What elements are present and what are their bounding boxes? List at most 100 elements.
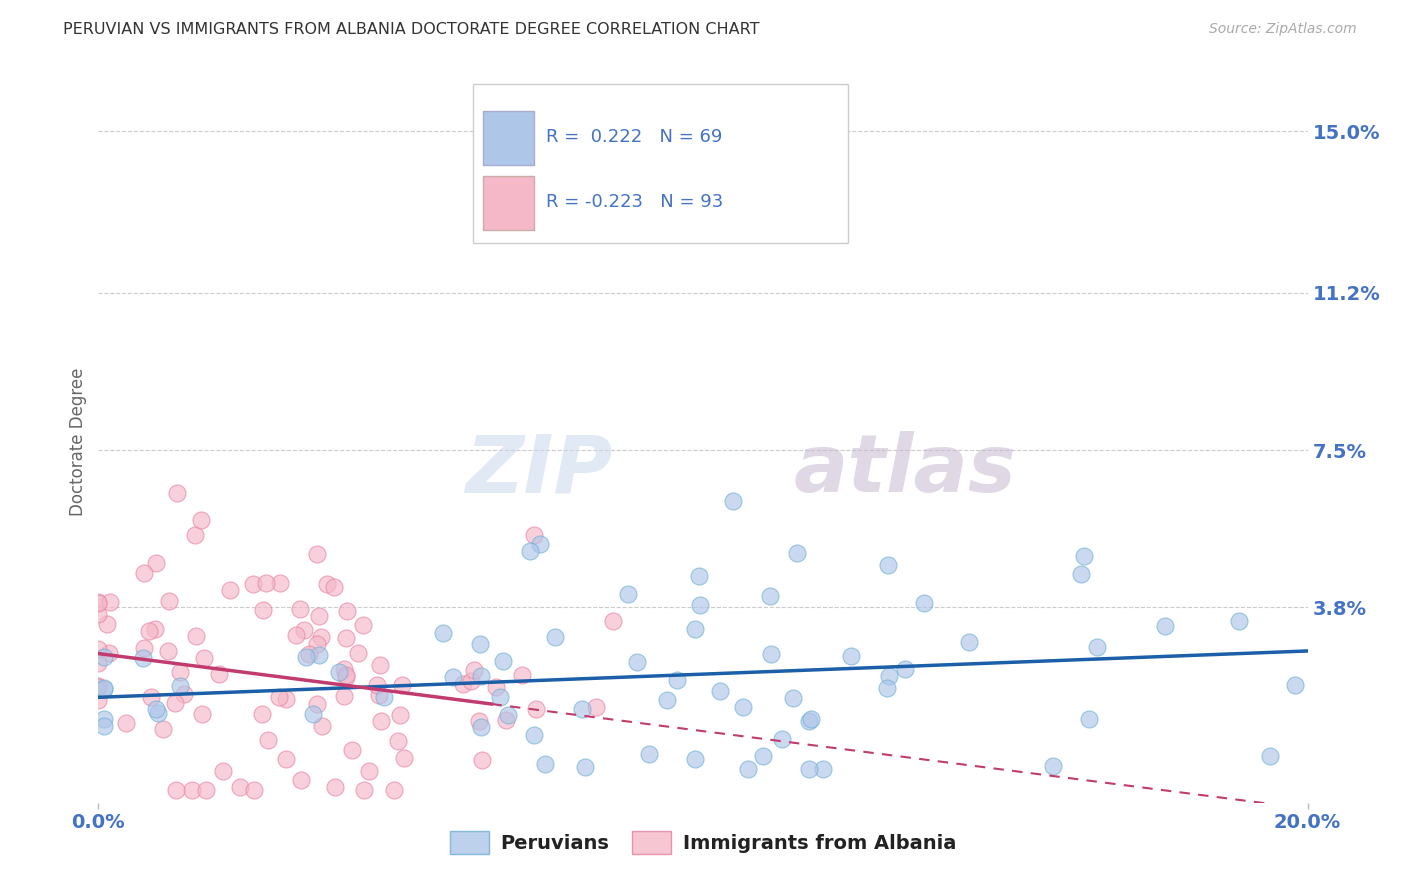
- Point: [180, 783, 202, 797]
- Point: [547, 222, 569, 236]
- Point: [115, 716, 138, 731]
- Point: [98, 595, 121, 609]
- Point: [637, 747, 659, 761]
- Point: [290, 772, 312, 787]
- Point: [169, 665, 191, 679]
- Point: [626, 655, 648, 669]
- Point: [194, 783, 217, 797]
- Point: [877, 669, 900, 683]
- Point: [212, 764, 235, 779]
- Point: [165, 783, 187, 797]
- Point: [93, 681, 115, 696]
- Point: [132, 641, 155, 656]
- Point: [519, 543, 541, 558]
- Point: [523, 528, 546, 542]
- Point: [496, 708, 519, 723]
- Point: [800, 712, 823, 726]
- Point: [146, 706, 169, 720]
- Text: R = -0.223   N = 93: R = -0.223 N = 93: [546, 193, 723, 211]
- Point: [685, 751, 707, 765]
- Point: [392, 751, 415, 765]
- Point: [451, 677, 474, 691]
- Point: [389, 707, 412, 722]
- Point: [368, 688, 391, 702]
- Point: [87, 680, 110, 694]
- Point: [370, 714, 392, 728]
- Point: [432, 625, 454, 640]
- Point: [737, 762, 759, 776]
- Point: [169, 679, 191, 693]
- Point: [340, 742, 363, 756]
- Point: [302, 707, 325, 722]
- Point: [894, 662, 917, 676]
- Point: [333, 662, 356, 676]
- Point: [391, 678, 413, 692]
- Point: [87, 693, 110, 707]
- Point: [492, 654, 515, 668]
- Point: [257, 733, 280, 747]
- Point: [602, 614, 624, 628]
- Point: [93, 682, 115, 697]
- Point: [308, 609, 330, 624]
- Point: [839, 648, 862, 663]
- Point: [323, 780, 346, 794]
- Point: [495, 713, 517, 727]
- Point: [311, 718, 333, 732]
- Point: [191, 706, 214, 721]
- Point: [733, 699, 755, 714]
- Point: [328, 665, 350, 680]
- Point: [228, 780, 250, 794]
- Point: [571, 702, 593, 716]
- Point: [219, 583, 242, 598]
- Text: PERUVIAN VS IMMIGRANTS FROM ALBANIA DOCTORATE DEGREE CORRELATION CHART: PERUVIAN VS IMMIGRANTS FROM ALBANIA DOCT…: [63, 22, 759, 37]
- Point: [387, 734, 409, 748]
- Point: [252, 603, 274, 617]
- Point: [305, 637, 328, 651]
- Point: [243, 783, 266, 797]
- Point: [797, 714, 820, 729]
- Point: [1227, 614, 1250, 628]
- Point: [723, 494, 745, 508]
- Point: [335, 670, 357, 684]
- Point: [184, 528, 207, 542]
- Point: [470, 637, 492, 651]
- Point: [307, 547, 329, 561]
- Point: [131, 651, 153, 665]
- Point: [335, 668, 357, 682]
- Text: R =  0.222   N = 69: R = 0.222 N = 69: [546, 128, 723, 145]
- Point: [87, 596, 110, 610]
- Text: Source: ZipAtlas.com: Source: ZipAtlas.com: [1209, 22, 1357, 37]
- Point: [468, 714, 491, 728]
- Point: [382, 783, 405, 797]
- Point: [813, 762, 835, 776]
- Point: [346, 646, 368, 660]
- Point: [274, 752, 297, 766]
- Point: [208, 666, 231, 681]
- Point: [93, 649, 115, 664]
- Point: [305, 697, 328, 711]
- Point: [152, 722, 174, 736]
- Point: [441, 670, 464, 684]
- Point: [323, 580, 346, 594]
- Point: [298, 647, 321, 661]
- Point: [544, 631, 567, 645]
- Point: [373, 690, 395, 705]
- Point: [132, 566, 155, 580]
- Point: [1042, 759, 1064, 773]
- Point: [186, 629, 208, 643]
- Point: [93, 719, 115, 733]
- Point: [759, 589, 782, 603]
- Point: [139, 690, 162, 704]
- Point: [533, 757, 555, 772]
- Point: [574, 760, 596, 774]
- Point: [352, 617, 374, 632]
- Point: [156, 644, 179, 658]
- Point: [93, 712, 115, 726]
- Point: [336, 604, 359, 618]
- Point: [87, 656, 110, 670]
- Y-axis label: Doctorate Degree: Doctorate Degree: [69, 368, 87, 516]
- Point: [585, 699, 607, 714]
- Point: [96, 616, 118, 631]
- Point: [87, 641, 110, 656]
- Point: [308, 648, 330, 662]
